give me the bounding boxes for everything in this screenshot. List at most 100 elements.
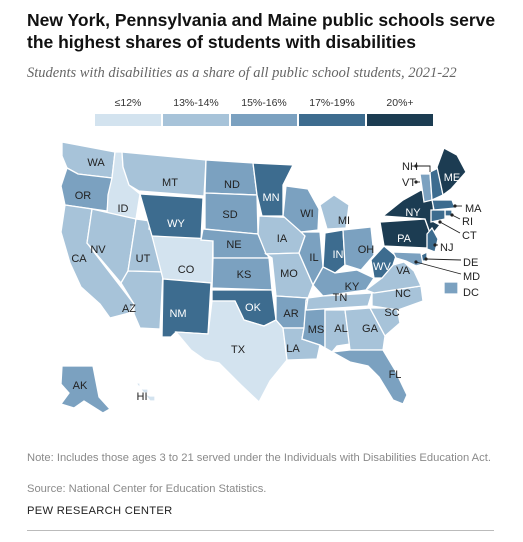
- state-shape-dc: [443, 281, 459, 295]
- leader-lines: [414, 164, 462, 275]
- state-label-vt: VT: [402, 177, 416, 189]
- state-label-al: AL: [334, 323, 347, 335]
- leader-dot-de: [424, 257, 428, 261]
- state-label-pa: PA: [397, 233, 412, 245]
- state-label-nv: NV: [90, 244, 106, 256]
- chart-title: New York, Pennsylvania and Maine public …: [27, 10, 496, 52]
- state-label-co: CO: [178, 264, 195, 276]
- leader-line-de: [425, 258, 462, 261]
- state-label-ia: IA: [277, 233, 288, 245]
- legend-item-1: ≤12%: [95, 97, 161, 126]
- state-label-ne: NE: [226, 239, 241, 251]
- leader-dot-md: [414, 260, 418, 264]
- state-label-ms: MS: [308, 324, 325, 336]
- state-label-fl: FL: [389, 369, 402, 381]
- footnote: Note: Includes those ages 3 to 21 served…: [27, 452, 491, 464]
- state-shapes: [59, 141, 467, 414]
- legend-item-4: 17%-19%: [299, 97, 365, 126]
- state-shape-me: [436, 147, 467, 197]
- state-label-de: DE: [463, 257, 478, 269]
- state-label-mn: MN: [262, 192, 279, 204]
- legend-item-2: 13%-14%: [163, 97, 229, 126]
- state-shape-ak: [59, 365, 112, 414]
- state-label-wa: WA: [87, 157, 105, 169]
- source-line: Source: National Center for Education St…: [27, 483, 267, 495]
- state-shape-oh: [342, 226, 375, 271]
- legend-label: 20%+: [386, 97, 414, 109]
- state-shape-mi: [319, 194, 350, 230]
- state-label-wv: WV: [373, 261, 391, 273]
- legend-label: ≤12%: [114, 97, 142, 109]
- leader-line-nh: [416, 165, 431, 172]
- state-label-nd: ND: [224, 179, 240, 191]
- state-label-wi: WI: [300, 208, 313, 220]
- credit-line: PEW RESEARCH CENTER: [27, 505, 173, 517]
- state-label-sd: SD: [222, 209, 237, 221]
- state-label-ga: GA: [362, 323, 379, 335]
- state-label-ma: MA: [465, 203, 482, 215]
- state-shape-nj: [426, 226, 439, 253]
- state-label-nc: NC: [395, 288, 411, 300]
- legend-label: 17%-19%: [309, 97, 355, 109]
- legend-swatch: [231, 114, 297, 126]
- state-label-nm: NM: [169, 308, 186, 320]
- chart-subtitle: Students with disabilities as a share of…: [27, 65, 457, 81]
- state-label-md: MD: [463, 271, 480, 283]
- state-label-ca: CA: [71, 253, 87, 265]
- state-label-ar: AR: [283, 308, 298, 320]
- state-label-ak: AK: [73, 380, 88, 392]
- state-shape-ct: [430, 209, 446, 223]
- legend-item-5: 20%+: [367, 97, 433, 126]
- state-label-il: IL: [309, 252, 318, 264]
- state-label-mt: MT: [162, 177, 178, 189]
- state-label-ks: KS: [237, 269, 252, 281]
- state-label-ky: KY: [345, 281, 360, 293]
- legend-swatch: [95, 114, 161, 126]
- state-shape-hi: [134, 382, 156, 402]
- legend-label: 13%-14%: [173, 97, 219, 109]
- leader-line-md: [415, 261, 462, 275]
- state-shape-ma: [431, 199, 456, 211]
- state-label-ok: OK: [245, 302, 262, 314]
- state-shape-in: [322, 229, 346, 274]
- legend-swatch: [299, 114, 365, 126]
- leader-dot-ma: [453, 204, 457, 208]
- state-label-wy: WY: [167, 218, 185, 230]
- state-label-mo: MO: [280, 268, 298, 280]
- state-label-tx: TX: [231, 344, 246, 356]
- state-label-ny: NY: [405, 207, 421, 219]
- legend: ≤12% 13%-14% 15%-16% 17%-19% 20%+: [95, 97, 435, 129]
- state-label-hi: HI: [137, 391, 148, 403]
- state-label-ri: RI: [462, 216, 473, 228]
- leader-dot-ct: [438, 220, 442, 224]
- state-label-in: IN: [333, 249, 344, 261]
- state-label-mi: MI: [338, 215, 350, 227]
- state-label-nh: NH: [402, 161, 418, 173]
- leader-dot-ri: [450, 213, 454, 217]
- leader-dot-nh: [414, 164, 418, 168]
- state-label-sc: SC: [384, 307, 399, 319]
- state-shape-tn: [305, 292, 373, 311]
- state-label-ut: UT: [136, 253, 151, 265]
- footer-rule: [27, 530, 494, 531]
- state-label-dc: DC: [463, 287, 479, 299]
- leader-line-ct: [439, 221, 461, 234]
- state-label-ct: CT: [462, 230, 477, 242]
- state-label-me: ME: [444, 172, 461, 184]
- state-label-va: VA: [396, 265, 411, 277]
- state-labels: WA OR CA ID NV UT AZ MT WY CO NM ND SD NE KS OK TX MN IA MO…: [71, 157, 482, 403]
- state-label-oh: OH: [358, 244, 375, 256]
- state-label-la: LA: [286, 343, 300, 355]
- legend-swatch: [367, 114, 433, 126]
- state-label-id: ID: [118, 203, 129, 215]
- state-label-nj: NJ: [440, 242, 453, 254]
- state-label-or: OR: [75, 190, 92, 202]
- state-label-az: AZ: [122, 303, 136, 315]
- state-shape-fl: [329, 349, 408, 405]
- legend-label: 15%-16%: [241, 97, 287, 109]
- leader-dot-nj: [433, 243, 437, 247]
- state-label-tn: TN: [333, 292, 348, 304]
- legend-swatch: [163, 114, 229, 126]
- state-shape-wi: [282, 185, 320, 233]
- legend-item-3: 15%-16%: [231, 97, 297, 126]
